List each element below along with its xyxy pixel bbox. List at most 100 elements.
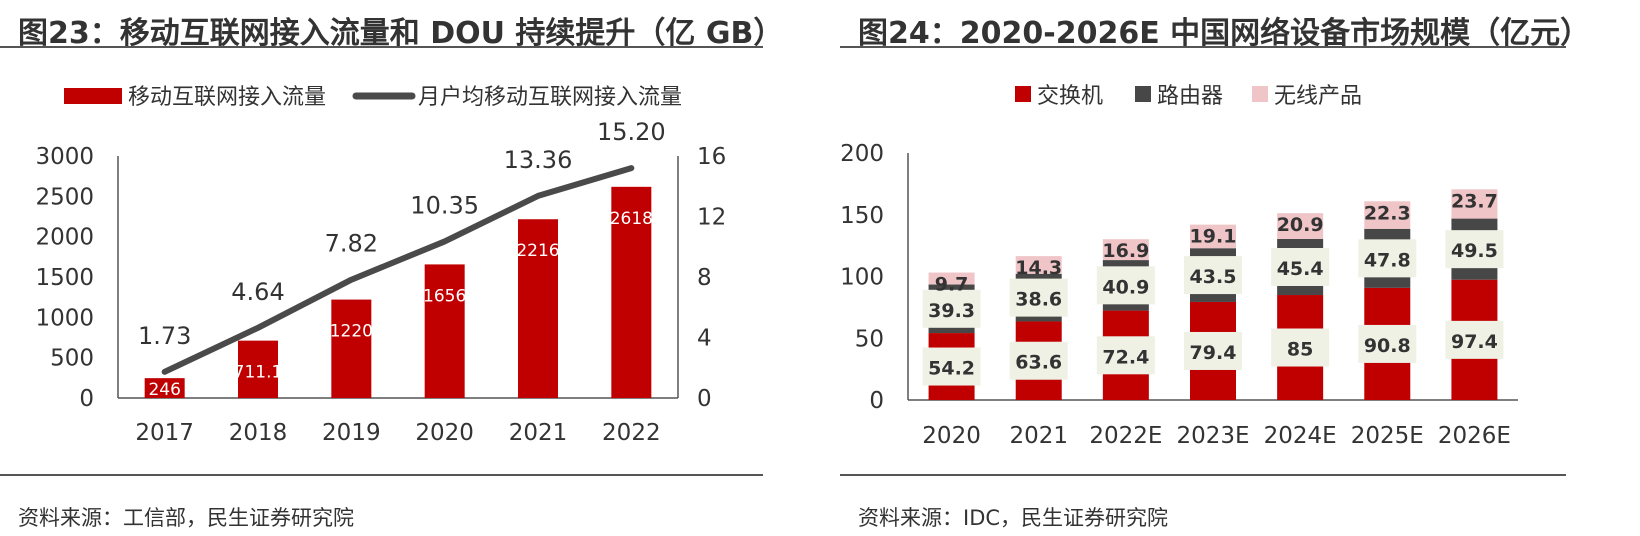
stacked-bar-segment	[1190, 224, 1236, 249]
bar	[611, 186, 652, 398]
bar-value-label: 1656	[423, 286, 466, 306]
y-right-tick-label: 8	[697, 265, 712, 291]
stacked-bar-segment	[1451, 189, 1498, 219]
legend-swatch	[1015, 86, 1031, 102]
bar-value-label: 711.1	[234, 363, 283, 383]
stacked-value-label: 72.4	[1102, 346, 1149, 368]
stacked-value-label: 85	[1287, 339, 1313, 361]
right-chart-title: 图24：2020-2026E 中国网络设备市场规模（亿元）	[858, 16, 1591, 51]
data-label-box	[1009, 278, 1068, 317]
bar-value-label: 246	[148, 380, 180, 400]
stacked-value-label: 20.9	[1277, 214, 1324, 236]
line-value-label: 7.82	[325, 230, 378, 258]
right-title-rule	[840, 46, 1566, 48]
stacked-bar-segment	[1015, 256, 1062, 274]
x-tick-label: 2019	[322, 420, 381, 446]
line-value-label: 10.35	[410, 191, 479, 219]
y-left-tick-label: 500	[50, 346, 94, 372]
data-label-box	[1184, 331, 1242, 370]
legend-swatch	[1252, 86, 1268, 102]
stacked-value-label: 22.3	[1364, 202, 1411, 224]
y-tick-label: 50	[855, 326, 884, 352]
legend-line-label: 月户均移动互联网接入流量	[418, 85, 682, 110]
left-chart-title: 图23：移动互联网接入流量和 DOU 持续提升（亿 GB）	[18, 16, 784, 51]
left-chart-panel: 图23：移动互联网接入流量和 DOU 持续提升（亿 GB） 移动互联网接入流量 月…	[0, 0, 800, 536]
y-left-tick-label: 1000	[35, 305, 94, 331]
y-right-tick-label: 4	[697, 326, 712, 352]
y-left-tick-label: 1500	[35, 265, 94, 291]
y-right-tick-label: 0	[697, 386, 712, 412]
line-value-label: 1.73	[138, 322, 191, 350]
bar-value-label: 1220	[330, 322, 373, 342]
stacked-value-label: 63.6	[1015, 352, 1062, 374]
right-bottom-rule	[840, 474, 1566, 476]
stacked-value-label: 47.8	[1364, 249, 1411, 271]
legend-label: 路由器	[1157, 84, 1223, 109]
data-label-box	[1358, 324, 1417, 363]
stacked-value-label: 16.9	[1102, 240, 1149, 262]
stacked-value-label: 45.4	[1277, 258, 1324, 280]
line-value-label: 15.20	[597, 118, 666, 146]
legend-bar-label: 移动互联网接入流量	[128, 85, 326, 110]
x-tick-label: 2020	[415, 420, 474, 446]
y-tick-label: 0	[869, 388, 884, 414]
left-chart: 移动互联网接入流量 月户均移动互联网接入流量 0 500 1000 1500 2000 250…	[35, 85, 726, 446]
legend-bar-swatch	[64, 88, 122, 104]
left-bottom-rule	[0, 474, 763, 476]
left-title-rule	[0, 46, 763, 48]
data-label-box	[1096, 266, 1155, 305]
data-label-box	[1096, 336, 1155, 375]
x-tick-label: 2017	[135, 420, 194, 446]
line-value-label: 13.36	[504, 146, 573, 174]
line-value-label: 4.64	[231, 278, 284, 306]
bar-value-label: 2216	[516, 241, 559, 261]
stacked-value-label: 19.1	[1190, 226, 1237, 248]
stacked-value-label: 79.4	[1190, 342, 1237, 364]
bar	[238, 340, 278, 398]
line-series	[161, 165, 635, 375]
data-label-box	[1271, 247, 1330, 286]
stacked-value-label: 38.6	[1015, 289, 1062, 311]
x-tick-label: 2025E	[1351, 423, 1424, 449]
stacked-bar-segment	[1364, 201, 1411, 229]
y-left-tick-label: 2000	[35, 225, 94, 251]
data-label-box	[1445, 230, 1504, 269]
left-chart-source: 资料来源：工信部，民生证券研究院	[18, 506, 354, 530]
right-chart-panel: 图24：2020-2026E 中国网络设备市场规模（亿元） 交换机 路由器 无线产品…	[840, 0, 1640, 536]
stacked-value-label: 43.5	[1190, 266, 1237, 288]
data-label-box	[1271, 328, 1330, 367]
legend-label: 无线产品	[1274, 84, 1362, 109]
stacked-value-label: 23.7	[1451, 190, 1498, 212]
x-tick-label: 2024E	[1264, 423, 1337, 449]
stacked-value-label: 9.7	[935, 274, 969, 296]
right-chart-source: 资料来源：IDC，民生证券研究院	[858, 506, 1169, 530]
x-tick-label: 2020	[922, 423, 981, 449]
stacked-value-label: 54.2	[928, 358, 975, 380]
y-right-tick-label: 16	[697, 144, 726, 170]
data-label-box	[1009, 341, 1068, 380]
data-label-box	[1184, 256, 1242, 295]
bar	[331, 299, 372, 398]
stacked-value-label: 14.3	[1015, 257, 1062, 279]
stacked-bar-segment	[1102, 239, 1149, 261]
data-label-box	[1445, 320, 1504, 359]
right-chart: 交换机 路由器 无线产品 0 50 100 150 200 54.2 39.3 9.7 2020 63.…	[840, 84, 1518, 449]
data-label-box	[922, 347, 981, 386]
y-right-tick-label: 12	[697, 205, 726, 231]
y-left-tick-label: 3000	[35, 144, 94, 170]
stacked-bar-segment	[928, 272, 975, 285]
stacked-bar-segment	[1277, 213, 1324, 239]
y-left-tick-label: 2500	[35, 184, 94, 210]
y-tick-label: 100	[840, 265, 884, 291]
stacked-value-label: 39.3	[928, 300, 975, 322]
stacked-value-label: 90.8	[1364, 335, 1411, 357]
stacked-value-label: 49.5	[1451, 240, 1498, 262]
bar	[518, 219, 558, 398]
y-tick-label: 150	[840, 203, 884, 229]
bar	[144, 378, 185, 398]
x-tick-label: 2021	[509, 420, 568, 446]
x-tick-label: 2022E	[1089, 423, 1162, 449]
y-left-tick-label: 0	[79, 386, 94, 412]
x-tick-label: 2018	[229, 420, 288, 446]
data-label-box	[922, 289, 981, 328]
